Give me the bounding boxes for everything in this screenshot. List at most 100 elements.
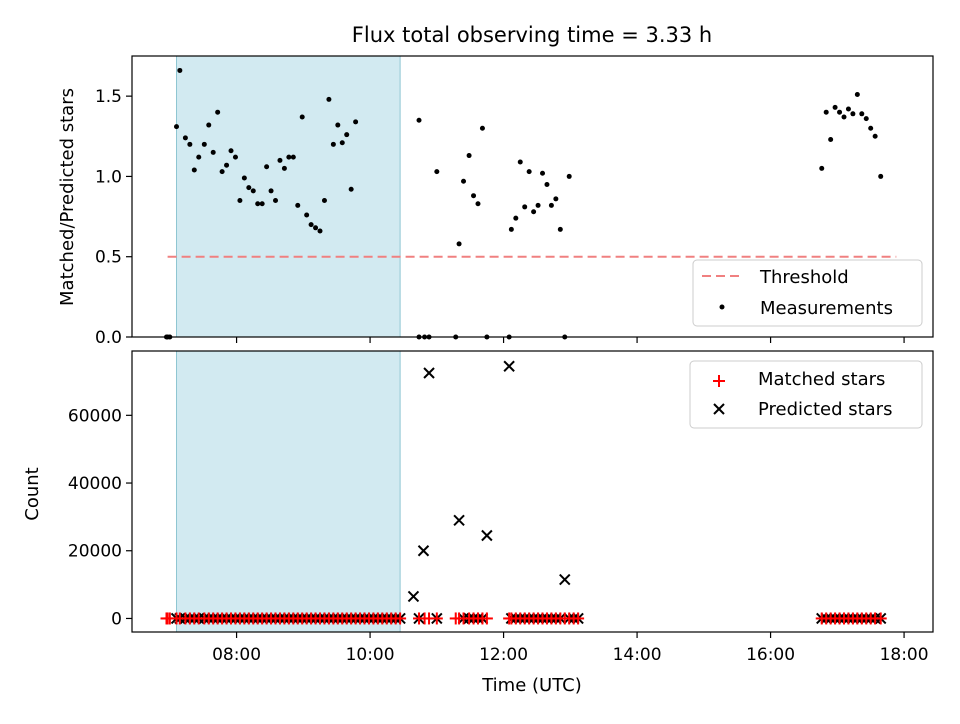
measurement-point	[237, 198, 243, 204]
measurement-point	[845, 106, 851, 112]
measurement-point	[850, 111, 856, 117]
bottom-panel: 0 20000 40000 60000 08:00 10:00 12:00 14:00 16:…	[22, 350, 934, 696]
matched-star-marker	[394, 612, 407, 625]
x-axis-label: Time (UTC)	[481, 675, 582, 696]
predicted-marker-stroke	[481, 529, 493, 542]
predicted-star-marker	[559, 573, 571, 586]
measurement-point	[321, 198, 327, 204]
measurement-point	[868, 125, 874, 131]
legend-measurements-label: Measurements	[760, 298, 893, 319]
measurement-point	[277, 157, 283, 163]
matched-star-marker	[430, 612, 443, 625]
predicted-star-marker	[503, 360, 515, 372]
measurement-point	[228, 148, 234, 154]
measurement-point	[290, 154, 296, 160]
legend-measurements-swatch	[719, 304, 725, 310]
legend-predicted-label: Predicted stars	[758, 399, 892, 420]
measurement-point	[553, 196, 559, 202]
measurement-point	[182, 135, 188, 141]
top-legend-box	[692, 259, 923, 327]
measurement-point	[548, 202, 554, 208]
measurement-point	[557, 226, 563, 232]
measurement-point	[854, 92, 860, 98]
predicted-marker-stroke	[453, 514, 465, 526]
bottom-observing-band	[176, 350, 401, 633]
x-tick-label: 18:00	[880, 645, 929, 665]
measurement-point	[517, 159, 523, 165]
top-x-ticks	[235, 337, 905, 343]
bottom-axes-frame	[131, 350, 934, 633]
x-tick-label: 12:00	[479, 645, 528, 665]
measurement-point	[177, 67, 183, 73]
measurement-point	[339, 140, 345, 146]
matched-star-marker	[874, 612, 887, 625]
measurement-point	[535, 202, 541, 208]
measurement-point	[540, 170, 546, 176]
predicted-marker-stroke	[559, 573, 571, 586]
x-tick-label: 08:00	[212, 645, 261, 665]
y-tick-label: 0	[111, 609, 122, 629]
predicted-star-marker	[453, 514, 465, 526]
measurement-point	[819, 165, 825, 171]
top-y-axis-label: Matched/Predicted stars	[57, 88, 78, 306]
measurement-point	[326, 96, 332, 102]
measurement-point	[191, 167, 197, 173]
measurement-point	[566, 173, 572, 179]
measurement-point	[295, 202, 301, 208]
predicted-star-marker	[417, 545, 430, 557]
measurement-point	[434, 169, 440, 175]
measurement-point	[461, 178, 467, 184]
measurement-point	[513, 215, 519, 221]
y-tick-label: 0.5	[95, 248, 122, 268]
measurement-point	[522, 204, 528, 210]
y-tick-label: 1.5	[95, 87, 122, 107]
measurement-point	[250, 188, 256, 194]
measurement-point	[215, 109, 221, 115]
measurement-point	[823, 109, 829, 115]
x-tick-label: 10:00	[346, 645, 395, 665]
measurement-point	[878, 173, 884, 179]
measurement-point	[335, 122, 341, 128]
measurement-point	[466, 153, 472, 159]
measurement-point	[255, 201, 261, 207]
measurements-series	[163, 67, 884, 340]
measurement-point	[264, 164, 270, 170]
measurement-point	[353, 119, 359, 125]
measurement-point	[344, 132, 350, 138]
y-tick-label: 0.0	[95, 328, 122, 348]
predicted-marker-stroke	[417, 545, 430, 557]
top-y-ticks: 0.0 0.5 1.0 1.5	[95, 87, 132, 348]
y-tick-label: 40000	[68, 474, 122, 494]
chart-title: Flux total observing time = 3.33 h	[352, 23, 712, 47]
measurement-point	[841, 114, 847, 120]
measurement-point	[268, 188, 274, 194]
top-observing-band	[176, 55, 401, 338]
measurement-point	[232, 154, 238, 160]
measurement-point	[187, 141, 193, 147]
measurement-point	[471, 193, 477, 199]
measurement-point	[259, 201, 265, 207]
legend-predicted-swatch	[713, 403, 725, 415]
predicted-star-marker	[407, 590, 420, 603]
measurement-point	[837, 109, 843, 115]
measurement-point	[308, 222, 314, 228]
y-tick-label: 20000	[68, 542, 122, 562]
y-tick-label: 1.0	[95, 167, 122, 187]
measurement-point	[246, 185, 252, 191]
measurement-point	[219, 169, 225, 175]
measurement-point	[317, 228, 323, 234]
measurement-point	[544, 181, 550, 187]
matched-star-marker	[572, 612, 585, 625]
legend-matched-label: Matched stars	[758, 369, 885, 390]
matched-star-marker	[480, 612, 493, 625]
x-tick-label: 14:00	[613, 645, 662, 665]
measurement-point	[313, 225, 319, 231]
top-panel: 0.0 0.5 1.0 1.5 Matched/Predicted stars Thr…	[57, 55, 934, 348]
measurement-point	[201, 141, 207, 147]
top-axes-frame	[131, 55, 934, 338]
measurement-point	[196, 154, 202, 160]
measurement-point	[859, 111, 865, 117]
measurement-point	[210, 149, 216, 155]
measurement-point	[479, 125, 485, 131]
